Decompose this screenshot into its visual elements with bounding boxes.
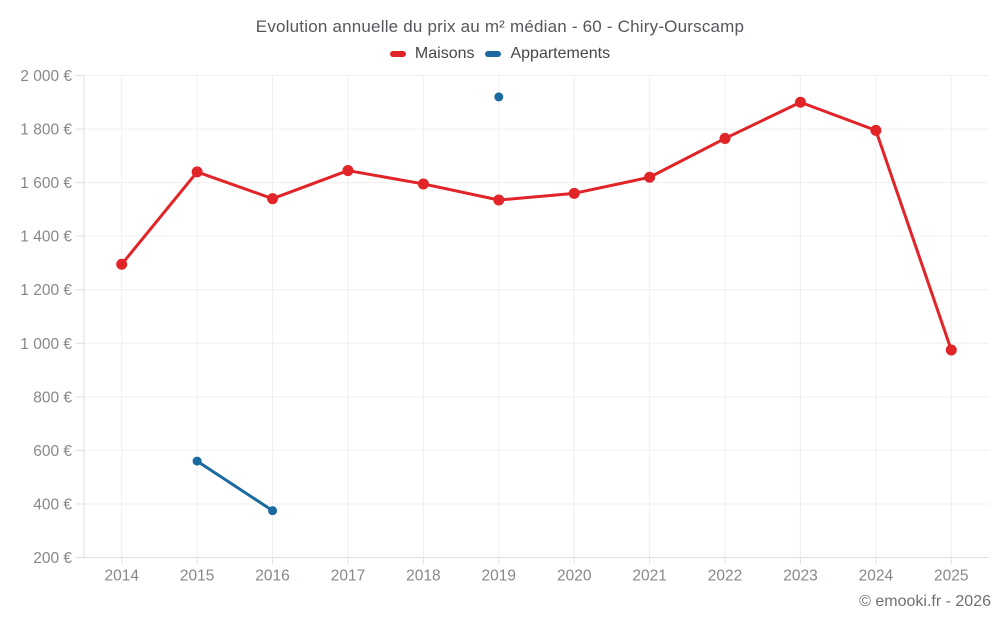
y-tick-label: 200 € bbox=[33, 550, 72, 567]
legend-label-maisons: Maisons bbox=[414, 45, 475, 62]
x-tick-label: 2025 bbox=[934, 568, 968, 585]
y-tick-label: 1 200 € bbox=[20, 282, 72, 299]
maisons-series-swatch-icon bbox=[389, 51, 406, 57]
data-point-maisons bbox=[870, 124, 882, 136]
chart-legend: Maisons Appartements bbox=[0, 45, 1000, 63]
legend-label-appartements: Appartements bbox=[510, 45, 611, 62]
data-point-maisons bbox=[191, 166, 203, 178]
series-line-maisons bbox=[120, 100, 953, 352]
data-point-maisons bbox=[493, 194, 505, 206]
data-point-maisons bbox=[945, 344, 957, 356]
data-point-maisons bbox=[342, 165, 354, 177]
x-tick-label: 2014 bbox=[104, 568, 139, 585]
x-tick-label: 2023 bbox=[783, 568, 817, 585]
copyright-text: © emooki.fr - 2026 bbox=[859, 593, 991, 610]
series-line-appartements bbox=[195, 459, 275, 513]
x-tick-label: 2016 bbox=[255, 568, 289, 585]
x-tick-label: 2024 bbox=[859, 568, 894, 585]
x-tick-label: 2019 bbox=[482, 568, 516, 585]
x-tick-label: 2020 bbox=[557, 568, 592, 585]
x-tick-label: 2015 bbox=[180, 568, 214, 585]
data-point-appartements bbox=[268, 506, 278, 516]
data-point-maisons bbox=[267, 193, 279, 205]
data-point-appartements bbox=[494, 92, 504, 102]
y-tick-label: 1 000 € bbox=[20, 336, 72, 353]
data-point-maisons bbox=[417, 178, 429, 190]
data-point-maisons bbox=[719, 132, 731, 144]
y-tick-label: 600 € bbox=[33, 443, 72, 460]
y-tick-label: 2 000 € bbox=[20, 68, 72, 85]
data-point-maisons bbox=[644, 171, 656, 183]
x-tick-label: 2017 bbox=[331, 568, 365, 585]
x-tick-label: 2018 bbox=[406, 568, 440, 585]
y-tick-label: 800 € bbox=[33, 389, 72, 406]
y-tick-label: 1 400 € bbox=[20, 229, 72, 246]
appartements-series-swatch-icon bbox=[485, 51, 502, 57]
y-tick-label: 1 800 € bbox=[20, 122, 72, 139]
x-tick-label: 2021 bbox=[632, 568, 666, 585]
data-point-appartements bbox=[192, 456, 202, 466]
x-tick-label: 2022 bbox=[708, 568, 742, 585]
chart-title: Evolution annuelle du prix au m² médian … bbox=[255, 17, 745, 36]
legend-item-maisons[interactable]: Maisons bbox=[389, 45, 475, 63]
data-point-maisons bbox=[794, 96, 806, 108]
y-tick-label: 1 600 € bbox=[20, 175, 72, 192]
y-tick-label: 400 € bbox=[33, 496, 72, 513]
data-point-maisons bbox=[568, 187, 580, 199]
legend-item-appartements[interactable]: Appartements bbox=[485, 45, 610, 63]
data-point-maisons bbox=[116, 258, 128, 270]
